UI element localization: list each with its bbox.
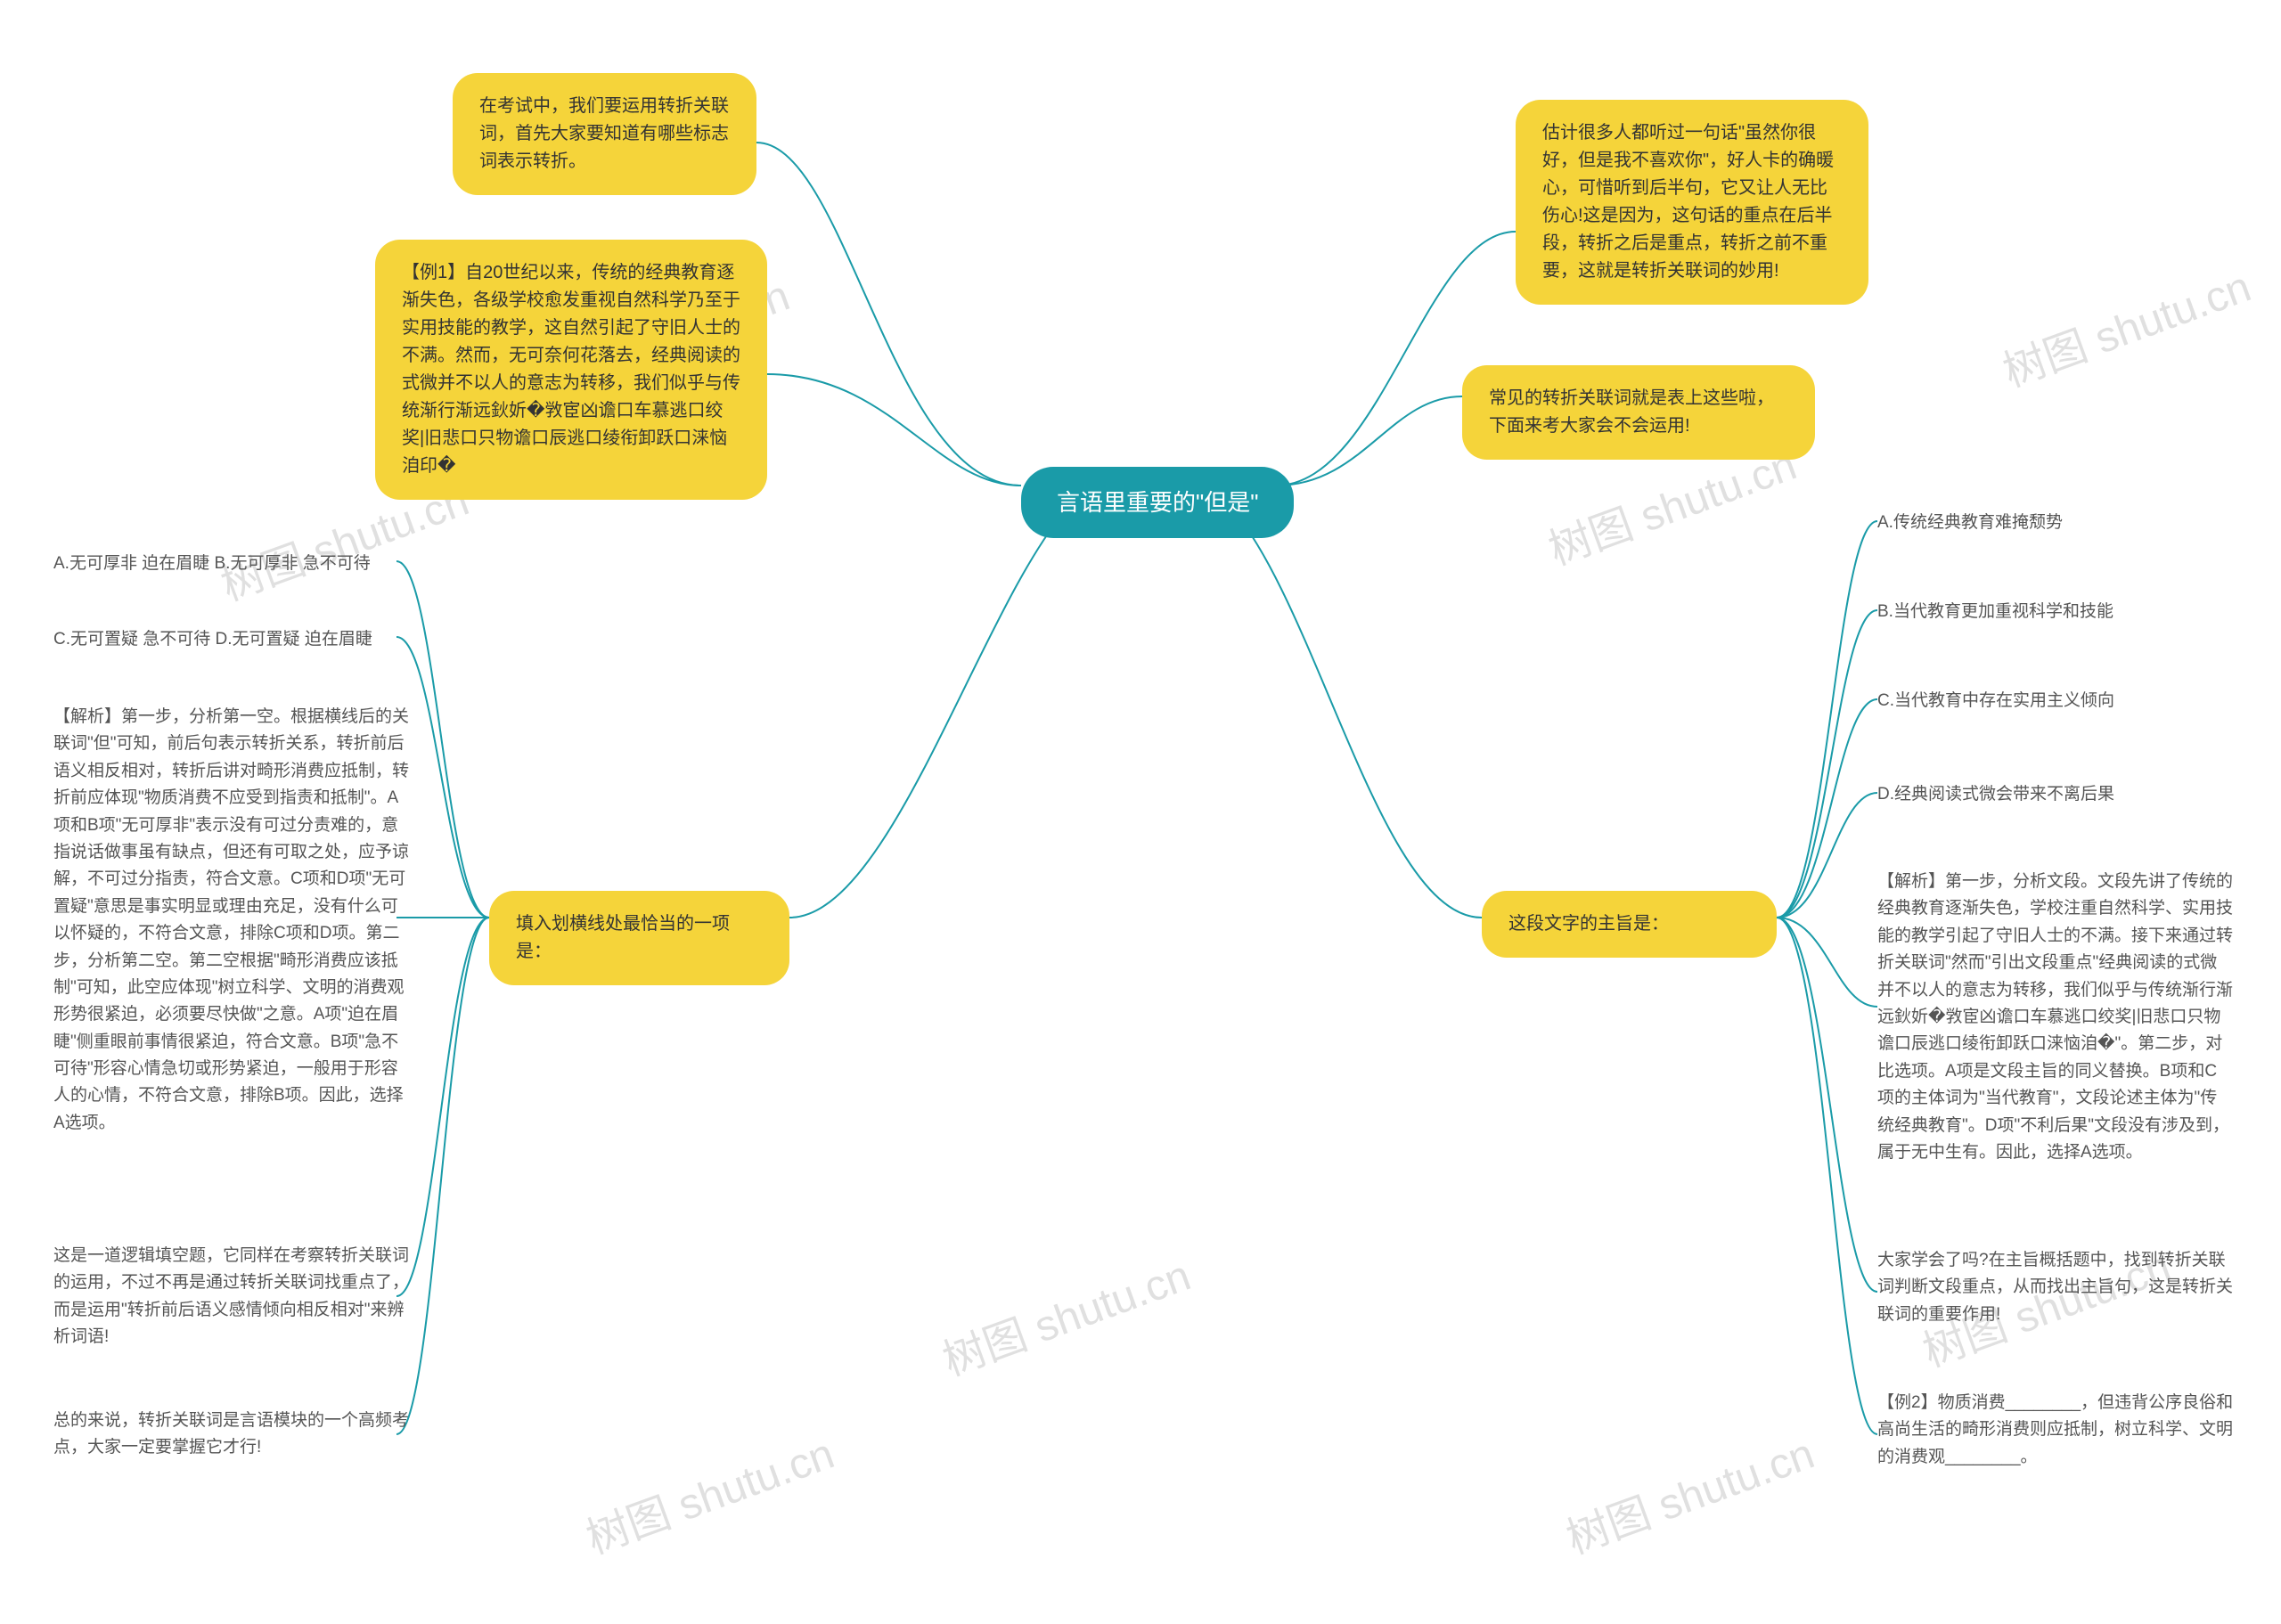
right-leaf-b: B.当代教育更加重视科学和技能: [1877, 599, 2234, 625]
right-leaf-a: A.传统经典教育难掩颓势: [1877, 510, 2234, 536]
left-leaf-c: C.无可置疑 急不可待 D.无可置疑 迫在眉睫: [53, 626, 410, 653]
right-leaf-c: C.当代教育中存在实用主义倾向: [1877, 688, 2234, 714]
branch-right-sub[interactable]: 这段文字的主旨是：: [1482, 891, 1777, 958]
right-leaf-analysis: 【解析】第一步，分析文段。文段先讲了传统的经典教育逐渐失色，学校注重自然科学、实…: [1877, 869, 2234, 1166]
watermark: 树图 shutu.cn: [933, 1240, 1198, 1387]
right-leaf-example2: 【例2】物质消费________，但违背公序良俗和高尚生活的畸形消费则应抵制，树…: [1877, 1390, 2234, 1471]
left-leaf-note: 这是一道逻辑填空题，它同样在考察转折关联词的运用，不过不再是通过转折关联词找重点…: [53, 1243, 410, 1351]
branch-top-left-1[interactable]: 在考试中，我们要运用转折关联词，首先大家要知道有哪些标志词表示转折。: [453, 73, 756, 195]
right-leaf-d: D.经典阅读式微会带来不离后果: [1877, 781, 2234, 808]
branch-top-right-1[interactable]: 估计很多人都听过一句话"虽然你很好，但是我不喜欢你"，好人卡的确暖心，可惜听到后…: [1516, 100, 1868, 305]
branch-mid-right-1[interactable]: 常见的转折关联词就是表上这些啦，下面来考大家会不会运用!: [1462, 365, 1815, 460]
left-leaf-summary: 总的来说，转折关联词是言语模块的一个高频考点，大家一定要掌握它才行!: [53, 1408, 410, 1462]
branch-example1[interactable]: 【例1】自20世纪以来，传统的经典教育逐渐失色，各级学校愈发重视自然科学乃至于实…: [375, 240, 767, 500]
left-leaf-analysis: 【解析】第一步，分析第一空。根据横线后的关联词"但"可知，前后句表示转折关系，转…: [53, 704, 410, 1137]
branch-left-sub[interactable]: 填入划横线处最恰当的一项是：: [489, 891, 789, 985]
right-leaf-note: 大家学会了吗?在主旨概括题中，找到转折关联词判断文段重点，从而找出主旨句，这是转…: [1877, 1247, 2234, 1328]
watermark: 树图 shutu.cn: [1557, 1418, 1821, 1565]
center-node[interactable]: 言语里重要的"但是": [1021, 467, 1294, 538]
left-leaf-a: A.无可厚非 迫在眉睫 B.无可厚非 急不可待: [53, 551, 410, 577]
watermark: 树图 shutu.cn: [576, 1418, 841, 1565]
watermark: 树图 shutu.cn: [1993, 251, 2258, 398]
